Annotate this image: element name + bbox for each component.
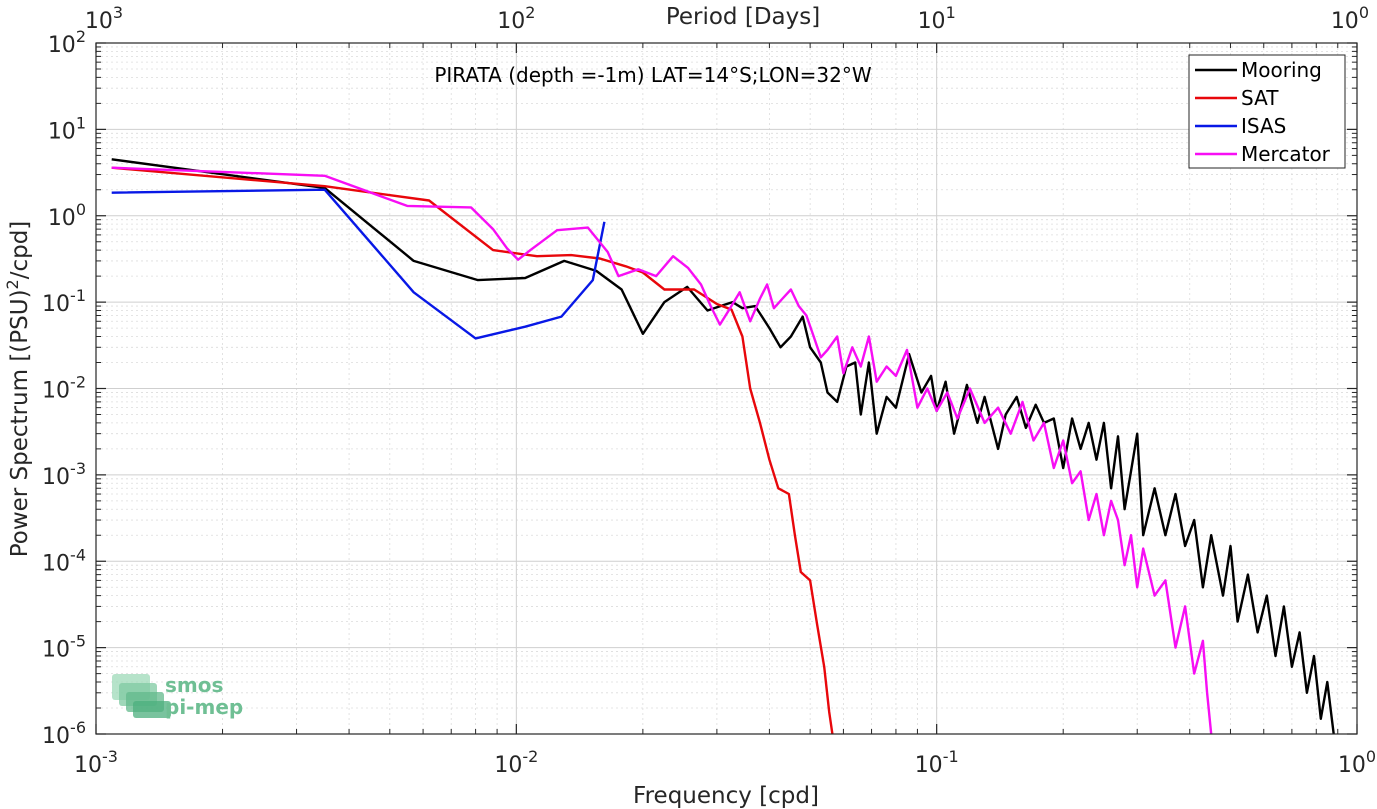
legend-label-mercator: Mercator [1241,142,1331,166]
x-tick-label-exp: -1 [943,747,959,766]
y-tick-label-base: 10 [42,292,70,317]
series-line-isas [111,188,606,340]
x-tick-label-exp: 0 [1366,747,1376,766]
y-tick-label-exp: 1 [76,113,86,132]
legend-box [1188,54,1346,169]
top-tick-label-base: 10 [1331,9,1359,34]
y-tick-label: 10-3 [42,459,86,490]
plot-title: PIRATA (depth =-1m) LAT=14°S;LON=32°W [434,63,872,87]
x-tick-label-base: 10 [915,753,943,778]
logo-text-pimep: pi-mep [165,695,243,719]
x-tick-label: 100 [1338,747,1376,778]
y-tick-label-base: 10 [48,119,76,144]
top-tick-label: 102 [497,3,535,34]
y-tick-label-exp: -1 [70,286,86,305]
smos-pimep-logo: smos pi-mep [112,673,243,719]
y-tick-label-base: 10 [42,638,70,663]
x-tick-labels: 10-3 10-2 10-1 100 [74,747,1376,778]
x-tick-label-base: 10 [1338,753,1366,778]
legend-label-mooring: Mooring [1241,58,1322,82]
y-axis-title-sup: 2 [3,279,22,289]
y-tick-label: 10-5 [42,632,86,663]
top-axis-title: Period [Days] [666,4,820,30]
top-tick-label-exp: 0 [1359,3,1369,22]
top-tick-label-base: 10 [918,9,946,34]
x-tick-label: 10-1 [915,747,959,778]
top-tick-label: 103 [85,3,123,34]
top-tick-label-base: 10 [497,9,525,34]
top-tick-label: 100 [1331,3,1369,34]
x-tick-label-base: 10 [74,753,102,778]
y-axis-title: Power Spectrum [(PSU)2/cpd] [3,221,33,558]
legend-label-isas: ISAS [1241,114,1286,138]
y-tick-label: 100 [48,200,86,231]
legend: Mooring SAT ISAS Mercator [1188,54,1346,169]
y-tick-label-exp: -3 [70,459,86,478]
y-tick-label: 101 [48,113,86,144]
y-axis-title-tail: /cpd] [7,221,33,280]
top-tick-labels: 103 102 101 100 [85,3,1369,34]
x-tick-label: 10-2 [494,747,538,778]
tick-marks [95,42,1358,735]
x-axis-title: Frequency [cpd] [633,783,819,809]
y-tick-label-base: 10 [42,551,70,576]
top-tick-label-exp: 1 [946,3,956,22]
x-tick-label: 10-3 [74,747,118,778]
legend-label-sat: SAT [1241,86,1279,110]
y-tick-label-exp: 2 [76,27,86,46]
legend-entries: Mooring SAT ISAS Mercator [1195,58,1331,166]
top-tick-label-base: 10 [85,9,113,34]
y-tick-label-base: 10 [42,465,70,490]
y-tick-label-exp: 0 [76,200,86,219]
logo-text-smos: smos [165,673,223,697]
x-tick-label-exp: -3 [102,747,118,766]
x-tick-label-base: 10 [494,753,522,778]
y-tick-label-exp: -6 [70,718,86,737]
y-tick-label-exp: -4 [70,545,86,564]
series-line-mooring [111,158,1335,735]
y-tick-label-base: 10 [48,33,76,58]
series-line-sat [111,166,834,735]
series-lines [111,158,1335,735]
top-tick-label: 101 [918,3,956,34]
series-line-mercator [111,166,1213,735]
y-tick-label: 10-4 [42,545,86,576]
y-tick-label: 102 [48,27,86,58]
logo-mark-icon [112,674,171,718]
logo-mark-layer [133,701,171,718]
y-tick-label: 10-1 [42,286,86,317]
y-tick-label-exp: -2 [70,373,86,392]
y-tick-label-exp: -5 [70,632,86,651]
y-tick-label: 10-6 [42,718,86,749]
top-tick-label-exp: 2 [525,3,535,22]
y-tick-label-base: 10 [42,379,70,404]
y-tick-label-base: 10 [48,206,76,231]
y-tick-label-base: 10 [42,724,70,749]
x-tick-label-exp: -2 [522,747,538,766]
y-tick-label: 10-2 [42,373,86,404]
y-axis-title-main: Power Spectrum [(PSU) [7,289,33,557]
top-tick-label-exp: 3 [113,3,123,22]
